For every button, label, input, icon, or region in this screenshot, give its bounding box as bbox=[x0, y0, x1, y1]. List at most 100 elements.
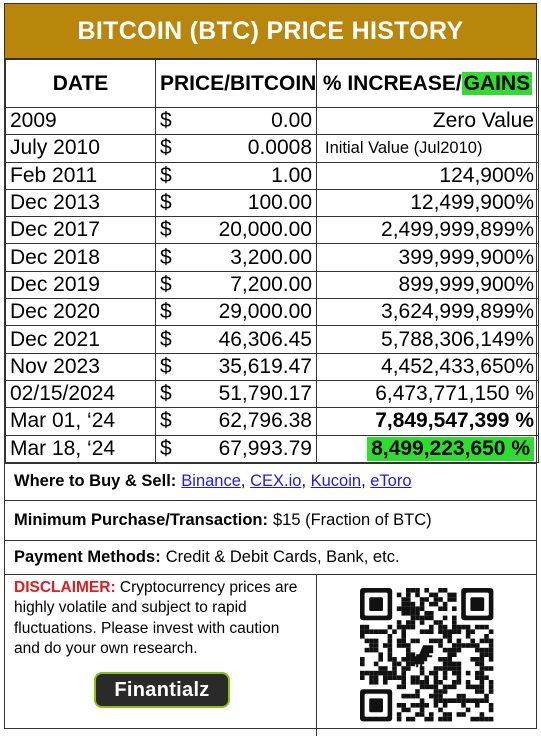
price-cell: $3,200.00 bbox=[155, 243, 317, 272]
pct-cell: 6,473,771,150 % bbox=[316, 379, 539, 409]
pct-value: 6,473,771,150 % bbox=[375, 382, 534, 406]
pct-cell: 7,849,547,399 % bbox=[316, 407, 539, 436]
payment-methods: Payment Methods: Credit & Debit Cards, B… bbox=[5, 539, 536, 574]
currency-symbol: $ bbox=[160, 245, 172, 269]
currency-symbol: $ bbox=[160, 382, 172, 406]
price-value: 62,796.38 bbox=[218, 409, 312, 433]
price-value: 29,000.00 bbox=[218, 300, 312, 324]
table-row: Dec 2017 $20,000.00 2,499,999,899% bbox=[5, 216, 539, 245]
currency-symbol: $ bbox=[160, 163, 172, 187]
qr-code[interactable] bbox=[352, 585, 502, 725]
table-row: Dec 2018 $3,200.00 399,999,900% bbox=[5, 243, 539, 272]
price-value: 0.0008 bbox=[247, 136, 312, 160]
price-cell: $100.00 bbox=[155, 188, 317, 218]
minimum-purchase: Minimum Purchase/Transaction: $15 (Fract… bbox=[5, 499, 536, 540]
pct-value: 2,499,999,899% bbox=[381, 218, 534, 242]
price-value: 100.00 bbox=[247, 191, 312, 215]
where-to-buy: Where to Buy & Sell: Binance, CEX.io, Ku… bbox=[5, 462, 536, 500]
currency-symbol: $ bbox=[160, 218, 172, 242]
pct-cell: 5,788,306,149% bbox=[316, 325, 539, 354]
date-cell: Dec 2017 bbox=[5, 216, 156, 245]
price-cell: $51,790.17 bbox=[155, 379, 317, 409]
qr-container bbox=[317, 575, 536, 736]
payment-label: Payment Methods: bbox=[14, 547, 161, 566]
payment-value: Credit & Debit Cards, Bank, etc. bbox=[165, 547, 400, 566]
pct-cell: 12,499,900% bbox=[316, 188, 539, 218]
currency-symbol: $ bbox=[160, 109, 172, 133]
pct-cell: 899,999,900% bbox=[316, 270, 539, 300]
price-table: DATE PRICE/BITCOIN % INCREASE/GAINS 2009… bbox=[5, 59, 539, 463]
currency-symbol: $ bbox=[160, 409, 172, 433]
price-cell: $35,619.47 bbox=[155, 352, 317, 381]
price-cell: $46,306.45 bbox=[155, 325, 317, 354]
date-cell: Dec 2018 bbox=[5, 243, 156, 272]
table-row: July 2010 $0.0008 Initial Value (Jul2010) bbox=[5, 134, 539, 163]
price-value: 0.00 bbox=[271, 109, 312, 133]
currency-symbol: $ bbox=[160, 272, 172, 296]
price-value: 7,200.00 bbox=[230, 272, 312, 296]
date-cell: Dec 2020 bbox=[5, 298, 156, 327]
date-cell: Nov 2023 bbox=[5, 352, 156, 381]
disclaimer: DISCLAIMER: Cryptocurrency prices are hi… bbox=[5, 574, 317, 736]
table-row: 02/15/2024 $51,790.17 6,473,771,150 % bbox=[5, 379, 539, 409]
price-value: 35,619.47 bbox=[218, 354, 312, 378]
pct-value: 5,788,306,149% bbox=[381, 327, 534, 351]
pct-header-prefix: % INCREASE/ bbox=[322, 71, 462, 95]
pct-cell: 8,499,223,650 % bbox=[316, 434, 539, 463]
bottom-section: DISCLAIMER: Cryptocurrency prices are hi… bbox=[5, 573, 536, 736]
pct-value: 7,849,547,399 % bbox=[375, 409, 534, 433]
price-value: 51,790.17 bbox=[218, 382, 312, 406]
date-cell: Mar 18, ‘24 bbox=[5, 434, 156, 463]
minimum-value: $15 (Fraction of BTC) bbox=[272, 510, 432, 529]
currency-symbol: $ bbox=[160, 300, 172, 324]
price-cell: $1.00 bbox=[155, 161, 317, 190]
price-value: 3,200.00 bbox=[230, 245, 312, 269]
pct-cell: 124,900% bbox=[316, 161, 539, 190]
date-cell: Feb 2011 bbox=[5, 161, 156, 190]
pct-value: 4,452,433,650% bbox=[381, 354, 534, 378]
pct-value: 3,624,999,899% bbox=[381, 300, 534, 324]
pct-cell: 2,499,999,899% bbox=[316, 216, 539, 245]
table-row: Dec 2019 $7,200.00 899,999,900% bbox=[5, 270, 539, 300]
link-etoro[interactable]: eToro bbox=[370, 472, 412, 491]
price-value: 46,306.45 bbox=[218, 327, 312, 351]
price-cell: $62,796.38 bbox=[155, 407, 317, 436]
table-row: Nov 2023 $35,619.47 4,452,433,650% bbox=[5, 352, 539, 381]
link-binance[interactable]: Binance bbox=[181, 472, 241, 491]
table-row: Dec 2021 $46,306.45 5,788,306,149% bbox=[5, 325, 539, 354]
page-title: BITCOIN (BTC) PRICE HISTORY bbox=[5, 4, 536, 59]
pct-value: 8,499,223,650 % bbox=[367, 436, 534, 461]
table-header-row: DATE PRICE/BITCOIN % INCREASE/GAINS bbox=[5, 59, 539, 108]
date-cell: Mar 01, ‘24 bbox=[5, 407, 156, 436]
link-cexio[interactable]: CEX.io bbox=[250, 472, 302, 491]
disclaimer-text: Cryptocurrency prices are highly volatil… bbox=[14, 578, 298, 658]
table-row: Dec 2013 $100.00 12,499,900% bbox=[5, 188, 539, 218]
currency-symbol: $ bbox=[160, 136, 172, 160]
price-history-card: BITCOIN (BTC) PRICE HISTORY DATE PRICE/B… bbox=[4, 3, 539, 736]
where-label: Where to Buy & Sell: bbox=[14, 472, 177, 491]
currency-symbol: $ bbox=[160, 327, 172, 351]
gains-highlight: GAINS bbox=[461, 71, 533, 95]
date-cell: 2009 bbox=[5, 106, 156, 136]
date-header: DATE bbox=[5, 59, 156, 108]
pct-value: Initial Value (Jul2010) bbox=[325, 138, 483, 157]
pct-header: % INCREASE/GAINS bbox=[316, 59, 539, 108]
link-kucoin[interactable]: Kucoin bbox=[310, 472, 362, 491]
price-value: 1.00 bbox=[271, 163, 312, 187]
date-cell: Dec 2013 bbox=[5, 188, 156, 218]
table-row: Dec 2020 $29,000.00 3,624,999,899% bbox=[5, 298, 539, 327]
dinosaur-icon bbox=[411, 645, 433, 668]
currency-symbol: $ bbox=[160, 436, 172, 460]
table-row: Feb 2011 $1.00 124,900% bbox=[5, 161, 539, 190]
pct-value: 399,999,900% bbox=[398, 245, 534, 269]
minimum-label: Minimum Purchase/Transaction: bbox=[14, 510, 268, 529]
price-cell: $7,200.00 bbox=[155, 270, 317, 300]
price-cell: $67,993.79 bbox=[155, 434, 317, 463]
brand-logo: Finantialz bbox=[94, 671, 230, 708]
table-row: 2009 $0.00 Zero Value bbox=[5, 106, 539, 136]
pct-value: Zero Value bbox=[432, 109, 534, 133]
pct-cell: 4,452,433,650% bbox=[316, 352, 539, 381]
currency-symbol: $ bbox=[160, 191, 172, 215]
disclaimer-label: DISCLAIMER: bbox=[14, 578, 116, 596]
table-row: Mar 01, ‘24 $62,796.38 7,849,547,399 % bbox=[5, 407, 539, 436]
